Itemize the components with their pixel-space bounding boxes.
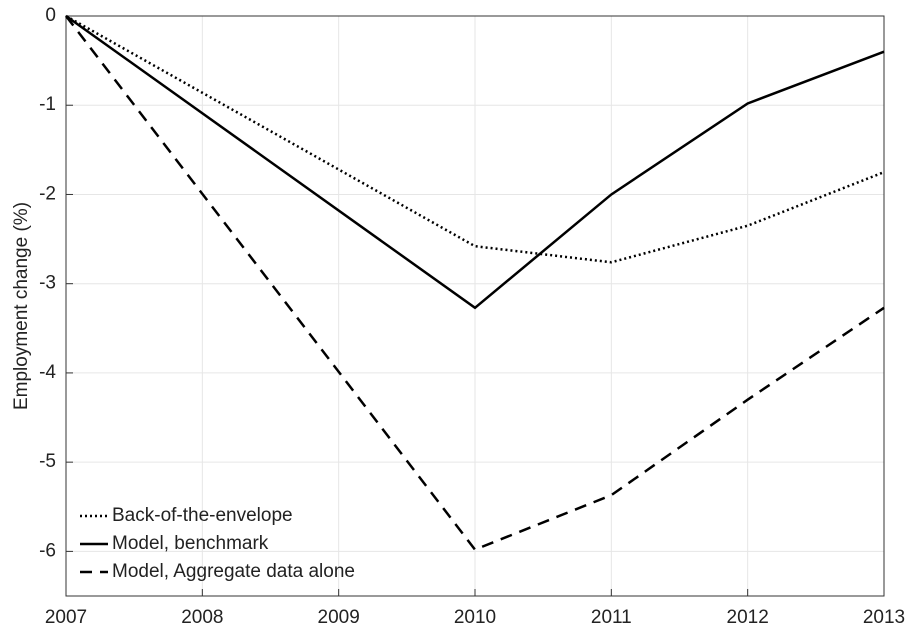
x-tick-label: 2007 (45, 607, 87, 628)
x-tick-label: 2011 (591, 607, 632, 628)
y-tick-label: 0 (45, 5, 56, 26)
data-line (65, 14, 885, 264)
x-tick-label: 2013 (863, 607, 905, 628)
x-tick-label: 2009 (318, 607, 360, 628)
x-tick-label: 2010 (454, 607, 496, 628)
y-tick-label: -4 (39, 362, 56, 383)
data-line (65, 14, 885, 310)
x-tick-label: 2012 (727, 607, 769, 628)
legend-label: Model, Aggregate data alone (112, 561, 355, 582)
x-tick-label: 2008 (181, 607, 223, 628)
y-tick-label: -5 (39, 451, 56, 472)
y-tick-label: -3 (39, 273, 56, 294)
y-tick-label: -2 (39, 183, 56, 204)
legend-label: Model, benchmark (112, 533, 269, 554)
y-tick-label: -1 (39, 94, 56, 115)
y-axis-label: Employment change (%) (11, 202, 32, 410)
y-tick-label: -6 (39, 540, 56, 561)
plot-frame (65, 15, 885, 597)
legend-label: Back-of-the-envelope (112, 505, 293, 526)
data-line (65, 15, 885, 552)
